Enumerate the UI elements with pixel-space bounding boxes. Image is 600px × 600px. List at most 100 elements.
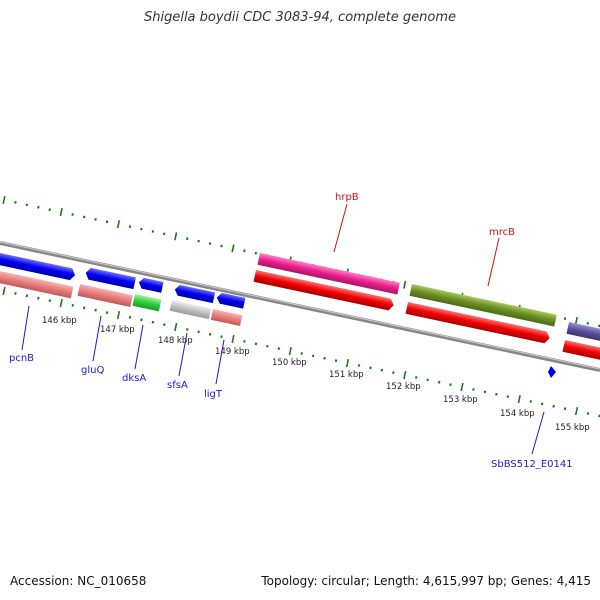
scale-tick <box>140 227 143 231</box>
scale-tick <box>334 359 338 363</box>
scale-tick <box>552 404 555 408</box>
scale-tick <box>2 195 6 205</box>
scale-tick <box>472 388 475 391</box>
scale-tick <box>426 378 429 382</box>
scale-tick <box>220 335 223 339</box>
scale-tick <box>574 407 579 416</box>
scale-tick <box>174 322 178 332</box>
gene-feature-ligT[interactable] <box>210 309 243 326</box>
scale-tick <box>71 213 74 216</box>
gene-feature-grey[interactable] <box>169 300 212 320</box>
gene-feature-pcnB[interactable] <box>0 271 74 299</box>
scale-tick <box>151 320 155 324</box>
scale-tick <box>197 330 200 334</box>
gene-feature-hrpB[interactable] <box>257 253 400 295</box>
scale-tick <box>369 366 372 370</box>
scale-tick <box>94 217 97 221</box>
gene-feature-red-1[interactable] <box>253 270 395 311</box>
leader-SbBS512_E0141 <box>531 411 545 455</box>
gene-feature-SbBS512_E0141[interactable] <box>548 366 556 378</box>
scale-tick <box>14 291 17 295</box>
genome-backbone <box>0 241 600 372</box>
scale-tick <box>495 392 498 396</box>
scale-tick <box>208 242 212 245</box>
scale-tick <box>392 371 395 375</box>
leader-mrcB <box>487 237 500 287</box>
scale-label-151: 151 kbp <box>329 370 364 380</box>
leader-dksA <box>134 324 144 370</box>
scale-tick <box>231 334 235 344</box>
scale-tick <box>540 402 544 406</box>
gene-feature-mrcB[interactable] <box>409 284 557 327</box>
scale-tick <box>208 332 212 336</box>
scale-tick <box>186 328 189 331</box>
scale-label-150: 150 kbp <box>272 358 307 368</box>
gene-labels: hrpB mrcB pcnB gluQ dksA sfsA ligT SbBS5… <box>9 192 573 470</box>
scale-tick <box>300 352 303 355</box>
scale-tick <box>59 298 63 308</box>
gene-leader-lines <box>21 203 545 455</box>
scale-tick <box>460 382 464 392</box>
scale-tick <box>563 317 567 321</box>
gene-feature-gluQ[interactable] <box>85 267 136 290</box>
scale-tick <box>437 380 441 384</box>
scale-tick <box>25 203 29 207</box>
scale-tick <box>163 323 166 327</box>
scale-tick <box>415 376 418 379</box>
scale-tick <box>174 232 178 241</box>
scale-tick <box>345 358 350 368</box>
gene-feature-dksA[interactable] <box>132 294 162 312</box>
scale-tick <box>128 315 132 319</box>
scale-tick <box>82 306 86 310</box>
scale-tick <box>563 407 567 411</box>
gene-feature-ligT-forward[interactable] <box>216 292 246 309</box>
scale-tick <box>14 200 17 204</box>
gene-label-ligT: ligT <box>204 389 223 400</box>
gene-label-gluQ: gluQ <box>81 365 104 376</box>
gene-label-mrcB: mrcB <box>489 227 515 238</box>
genome-backbone-highlight <box>0 241 600 370</box>
scale-label-148: 148 kbp <box>158 336 193 346</box>
gene-feature-gluQ-rna[interactable] <box>77 284 133 307</box>
scale-label-154: 154 kbp <box>500 409 535 419</box>
map-title: Shigella boydii CDC 3083-94, complete ge… <box>143 10 457 25</box>
scale-tick <box>231 244 235 253</box>
gene-feature-purple[interactable] <box>566 322 600 343</box>
gene-feature-red-3[interactable] <box>562 340 600 361</box>
gene-label-dksA: dksA <box>122 373 146 384</box>
scale-tick <box>243 340 246 343</box>
scale-label-146: 146 kbp <box>42 316 77 326</box>
gene-feature-dksA-forward[interactable] <box>138 277 164 293</box>
scale-tick <box>586 412 590 415</box>
leader-ligT <box>215 339 225 385</box>
gene-label-pcnB: pcnB <box>9 353 34 364</box>
scale-tick <box>116 310 121 320</box>
scale-tick <box>288 346 292 356</box>
leader-sfsA <box>178 332 188 377</box>
scale-tick <box>380 368 384 372</box>
scale-tick <box>266 344 269 348</box>
accession-label: Accession: NC_010658 <box>10 574 147 588</box>
scale-tick <box>105 220 109 224</box>
scale-tick <box>94 308 97 312</box>
leader-gluQ <box>92 315 102 362</box>
scale-tick <box>59 208 63 217</box>
scale-tick <box>140 318 143 322</box>
scale-tick <box>254 251 258 255</box>
scale-tick <box>2 286 6 296</box>
scale-tick <box>37 205 40 209</box>
leader-hrpB <box>333 203 348 253</box>
scale-tick <box>586 321 589 325</box>
scale-labels: 146 kbp 147 kbp 148 kbp 149 kbp 150 kbp … <box>42 316 590 433</box>
scale-tick <box>323 356 326 360</box>
scale-tick <box>105 311 109 315</box>
gene-label-hrpB: hrpB <box>335 192 359 203</box>
gene-feature-sfsA[interactable] <box>174 284 216 304</box>
gene-feature-red-2[interactable] <box>405 302 551 344</box>
scale-label-147: 147 kbp <box>100 325 135 335</box>
scale-tick <box>277 347 281 351</box>
scale-tick <box>311 354 315 358</box>
gene-feature-forward-1[interactable] <box>0 253 76 281</box>
scale-tick <box>506 395 510 399</box>
